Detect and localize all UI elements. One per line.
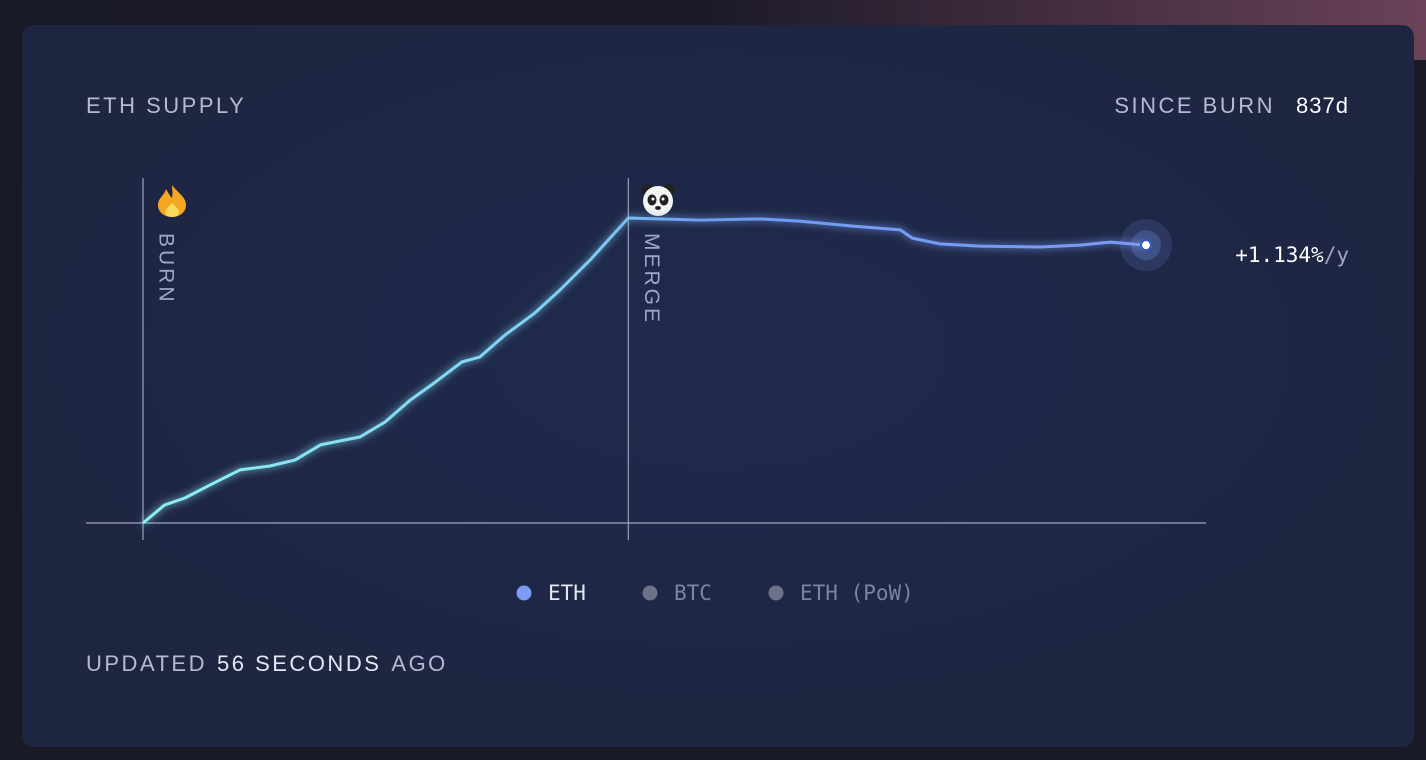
legend-dot bbox=[642, 585, 658, 601]
updated-time: 56 SECONDS bbox=[217, 651, 381, 676]
legend-label[interactable]: BTC bbox=[674, 581, 712, 605]
title: ETH SUPPLY bbox=[86, 93, 246, 118]
supply-line bbox=[142, 216, 1147, 525]
legend-dot bbox=[768, 585, 784, 601]
legend-dot bbox=[516, 585, 532, 601]
legend-label[interactable]: ETH (PoW) bbox=[800, 581, 914, 605]
merge-icon bbox=[641, 184, 675, 216]
burn-icon bbox=[158, 185, 186, 217]
updated-prefix: UPDATED bbox=[86, 651, 207, 676]
rate-unit: /y bbox=[1324, 243, 1349, 267]
rate: +1.134%/y bbox=[1235, 243, 1349, 267]
end-point bbox=[1140, 239, 1152, 252]
legend-item[interactable]: BTC bbox=[642, 581, 712, 605]
legend-item[interactable]: ETH (PoW) bbox=[768, 581, 914, 605]
card bbox=[22, 25, 1414, 747]
legend-label[interactable]: ETH bbox=[548, 581, 586, 605]
updated: UPDATED 56 SECONDS AGO bbox=[86, 651, 448, 676]
updated-suffix: AGO bbox=[391, 651, 447, 676]
event-label: MERGE bbox=[640, 233, 663, 325]
since-label: SINCE BURN bbox=[1114, 93, 1275, 118]
rate-value: +1.134% bbox=[1235, 243, 1324, 267]
legend-item[interactable]: ETH bbox=[516, 581, 586, 605]
since-value: 837d bbox=[1296, 93, 1349, 118]
event-label: BURN bbox=[154, 233, 177, 305]
